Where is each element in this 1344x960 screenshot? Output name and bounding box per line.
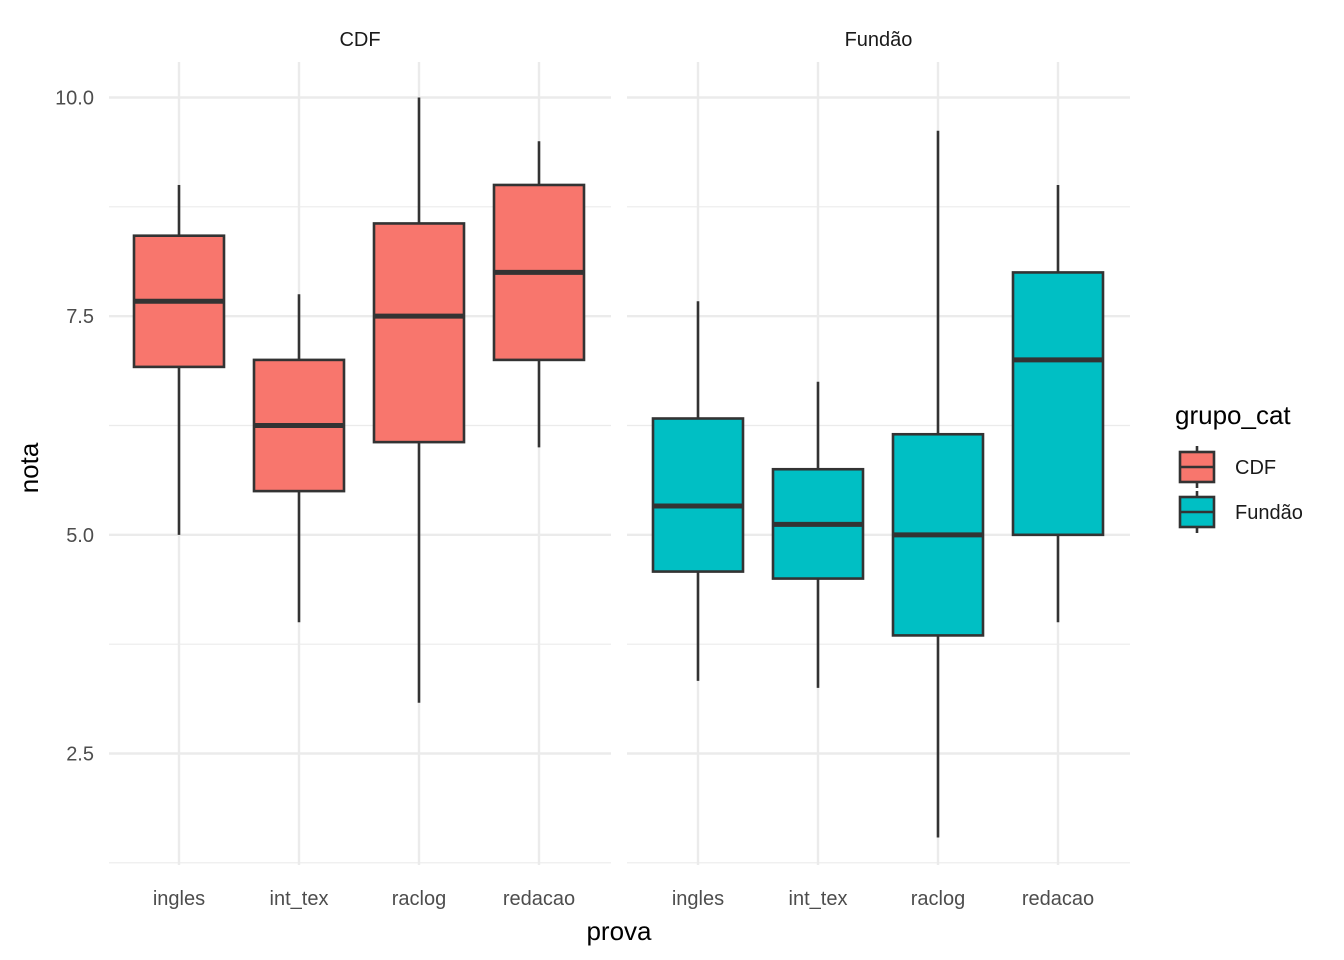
box-ingles (132, 184, 226, 535)
box-body (1011, 271, 1105, 537)
y-tick-label: 7.5 (66, 306, 94, 328)
x-tick-label: redacao (1022, 888, 1094, 910)
box-ingles (651, 301, 745, 681)
box-raclog (891, 130, 985, 838)
y-axis-title: nota (14, 442, 44, 493)
legend-label: CDF (1235, 457, 1276, 479)
x-tick-label: int_tex (270, 888, 329, 910)
legend-item-0: CDF (1178, 446, 1276, 488)
y-tick-label: 5.0 (66, 525, 94, 547)
facet-label: Fundão (845, 29, 913, 51)
box-int_tex (771, 381, 865, 688)
y-tick-label: 10.0 (55, 88, 94, 110)
x-axis-title: prova (586, 916, 652, 946)
y-axis: 2.5 5.0 7.5 10.0 (55, 88, 94, 766)
x-tick-label: redacao (503, 888, 575, 910)
box-int_tex (252, 294, 346, 623)
x-tick-label: int_tex (789, 888, 848, 910)
y-tick-label: 2.5 (66, 744, 94, 766)
facet-label: CDF (339, 29, 380, 51)
box-body (372, 222, 466, 444)
legend-item-1: Fundão (1178, 491, 1303, 533)
x-tick-label: ingles (672, 888, 724, 910)
box-body (651, 417, 745, 573)
x-tick-label: raclog (392, 888, 446, 910)
legend-title: grupo_cat (1175, 400, 1291, 430)
panel-1: Fundão ingles int_tex raclog redacao (627, 29, 1130, 910)
legend: grupo_cat CDF Fundão (1175, 400, 1303, 533)
box-raclog (372, 97, 466, 703)
x-tick-label: raclog (911, 888, 965, 910)
box-redacao (492, 141, 586, 448)
panel-0: CDF ingles int_tex raclog redacao (109, 29, 611, 910)
facet-panels: CDF ingles int_tex raclog redacao Fundão ingle… (109, 29, 1130, 910)
legend-label: Fundão (1235, 502, 1303, 524)
x-tick-label: ingles (153, 888, 205, 910)
box-redacao (1011, 184, 1105, 623)
